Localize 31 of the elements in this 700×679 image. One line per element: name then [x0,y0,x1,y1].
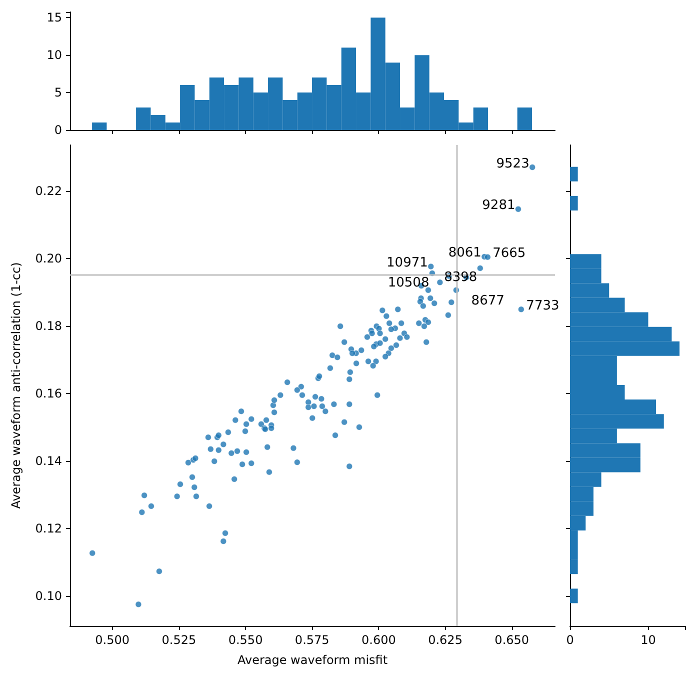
annotation: 8398 [444,270,478,286]
y-tick-label: 0.18 [35,318,62,333]
annotation: 9523 [496,156,530,172]
y-tick-label: 0.20 [35,251,62,266]
y-tick-label: 0.14 [35,454,62,468]
annotation: 10508 [388,275,430,290]
y-tick-label: 0.12 [35,521,62,536]
y-axis-title: Average waveform anti-correlation (1-cc) [9,262,23,509]
annotation: 7665 [492,246,526,262]
y-tick-label: 15 [46,10,62,25]
annotation: 8061 [448,246,482,261]
x-tick-label: 0.650 [494,633,530,647]
x-tick-label: 0.575 [294,633,330,647]
y-tick-label: 5 [54,86,62,100]
annotation: 10971 [386,256,428,271]
x-tick-label: 10 [640,633,656,647]
x-tick-label: 0.625 [428,633,462,647]
y-tick-label: 0.16 [35,386,62,400]
x-tick-label: 0.600 [362,633,396,647]
annotation: 9281 [482,198,516,214]
y-tick-label: 0.10 [35,588,62,603]
x-tick-label: 0.550 [228,633,263,647]
annotation: 7733 [526,298,560,314]
x-tick-label: 0.525 [162,633,196,647]
x-tick-label: 0.500 [95,633,130,647]
x-tick-label: 0 [566,633,574,647]
y-tick-label: 0.22 [35,184,62,198]
y-tick-label: 10 [46,48,62,62]
x-axis-title: Average waveform misfit [237,653,388,667]
y-tick-label: 0 [54,123,62,137]
annotation: 8677 [471,293,504,308]
